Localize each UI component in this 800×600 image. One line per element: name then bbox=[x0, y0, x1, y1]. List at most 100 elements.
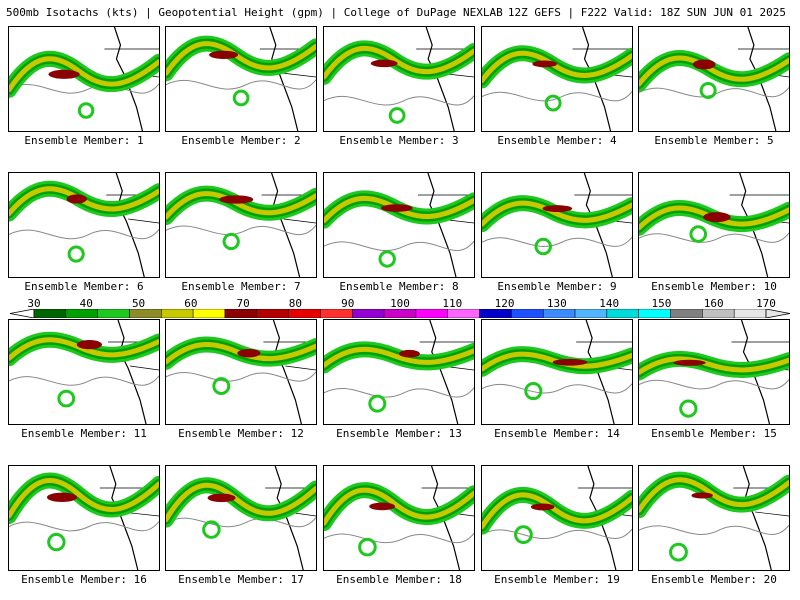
height-contour bbox=[482, 236, 632, 247]
jet-stream-map bbox=[166, 173, 316, 277]
ensemble-member-map bbox=[638, 26, 790, 132]
isotach-closed-contour bbox=[388, 107, 406, 124]
coastline bbox=[117, 320, 147, 424]
isotach-band bbox=[324, 346, 474, 368]
ensemble-member-label: Ensemble Member: 19 bbox=[494, 573, 620, 586]
coastline bbox=[427, 173, 457, 277]
jet-stream-map bbox=[9, 466, 159, 570]
scale-swatch bbox=[511, 309, 544, 318]
ensemble-member-map bbox=[165, 172, 317, 278]
scale-swatch bbox=[574, 309, 608, 318]
jet-max-core bbox=[76, 340, 102, 350]
header: 500mb Isotachs (kts) | Geopotential Heig… bbox=[0, 0, 800, 24]
ensemble-member-label: Ensemble Member: 18 bbox=[336, 573, 462, 586]
ensemble-member-map bbox=[481, 465, 633, 571]
jet-stream-map bbox=[9, 27, 159, 131]
ensemble-member-map bbox=[638, 172, 790, 278]
ensemble-member-map bbox=[323, 465, 475, 571]
isotach-closed-contour bbox=[699, 82, 717, 100]
jet-max-core bbox=[380, 204, 413, 212]
jet-stream-map bbox=[166, 27, 316, 131]
ensemble-member-map bbox=[165, 319, 317, 425]
jet-stream-map bbox=[9, 173, 159, 277]
height-contour bbox=[324, 95, 474, 106]
height-contour bbox=[324, 240, 474, 252]
height-contour bbox=[9, 521, 159, 532]
isotach-band bbox=[166, 482, 316, 523]
isotach-closed-contour bbox=[57, 389, 76, 408]
height-contour bbox=[324, 387, 474, 398]
ensemble-member-label: Ensemble Member: 11 bbox=[21, 427, 147, 440]
isotach-closed-contour bbox=[669, 542, 688, 562]
height-contour bbox=[639, 524, 789, 535]
ensemble-member-label: Ensemble Member: 17 bbox=[178, 573, 304, 586]
jet-stream-map bbox=[324, 27, 474, 131]
coastline bbox=[115, 173, 145, 277]
scale-swatch bbox=[161, 309, 194, 318]
isotach-color-scale: 30 40 50 60 70 80 90 100 110 120 130 140 150 160 170 bbox=[10, 297, 790, 319]
jet-max-core bbox=[219, 195, 254, 204]
jet-max-core bbox=[542, 205, 573, 212]
isotach-closed-contour bbox=[358, 537, 377, 557]
jet-stream-map bbox=[639, 27, 789, 131]
coastline bbox=[109, 466, 139, 570]
ensemble-member-map bbox=[638, 319, 790, 425]
scale-swatch bbox=[129, 309, 162, 318]
isotach-closed-contour bbox=[514, 525, 533, 544]
jet-stream-map bbox=[482, 320, 632, 424]
scale-swatch bbox=[702, 309, 735, 318]
ensemble-member-label: Ensemble Member: 15 bbox=[651, 427, 777, 440]
isotach-band bbox=[166, 342, 316, 365]
ensemble-member-label: Ensemble Member: 3 bbox=[339, 134, 459, 147]
ensemble-member-label: Ensemble Member: 8 bbox=[339, 280, 459, 293]
scale-tick-label: 160 bbox=[703, 297, 724, 310]
jet-max-core bbox=[673, 359, 706, 366]
ensemble-member-label: Ensemble Member: 6 bbox=[24, 280, 144, 293]
height-contour bbox=[9, 375, 159, 386]
ensemble-member-label: Ensemble Member: 1 bbox=[24, 134, 144, 147]
isotach-closed-contour bbox=[524, 382, 543, 401]
jet-stream-map bbox=[324, 466, 474, 570]
coastline bbox=[269, 27, 299, 131]
color-scale-ticks: 30 40 50 60 70 80 90 100 110 120 130 140 150 160 170 bbox=[10, 297, 790, 310]
scale-swatch bbox=[97, 309, 130, 318]
scale-tick-label: 110 bbox=[442, 297, 463, 310]
ensemble-member-label: Ensemble Member: 4 bbox=[497, 134, 617, 147]
height-contour bbox=[166, 224, 316, 236]
height-contour bbox=[166, 79, 316, 90]
ensemble-member-map bbox=[8, 26, 160, 132]
isotach-closed-contour bbox=[232, 89, 250, 107]
ensemble-member-label: Ensemble Member: 5 bbox=[654, 134, 774, 147]
scale-swatch bbox=[415, 309, 448, 318]
ensemble-member-map bbox=[323, 172, 475, 278]
scale-tick-label: 30 bbox=[27, 297, 41, 310]
ensemble-member-map bbox=[8, 465, 160, 571]
color-scale-bar bbox=[10, 309, 790, 318]
jet-stream-map bbox=[482, 466, 632, 570]
scale-tick-label: 130 bbox=[546, 297, 567, 310]
height-contour bbox=[166, 517, 316, 528]
scale-tick-label: 120 bbox=[494, 297, 515, 310]
height-contour bbox=[324, 533, 474, 544]
scale-tick-label: 140 bbox=[599, 297, 620, 310]
isotach-band bbox=[639, 477, 789, 513]
ensemble-member-label: Ensemble Member: 7 bbox=[181, 280, 301, 293]
jet-max-core bbox=[209, 50, 239, 59]
scale-swatch bbox=[33, 309, 67, 318]
jet-max-core bbox=[691, 492, 713, 499]
isotach-closed-contour bbox=[77, 102, 95, 119]
isotach-closed-contour bbox=[47, 532, 66, 552]
scale-tick-label: 100 bbox=[390, 297, 410, 310]
jet-max-core bbox=[369, 502, 395, 511]
ensemble-member-label: Ensemble Member: 10 bbox=[651, 280, 777, 293]
isotach-closed-contour bbox=[679, 399, 698, 418]
jet-max-core bbox=[703, 212, 731, 223]
jet-stream-map bbox=[324, 173, 474, 277]
height-contour bbox=[482, 91, 632, 102]
ensemble-member-label: Ensemble Member: 12 bbox=[178, 427, 304, 440]
ensemble-member-map bbox=[165, 465, 317, 571]
scale-swatch bbox=[447, 309, 480, 318]
jet-max-core bbox=[237, 348, 261, 358]
scale-tick-label: 40 bbox=[79, 297, 93, 310]
isotach-band bbox=[324, 487, 474, 526]
